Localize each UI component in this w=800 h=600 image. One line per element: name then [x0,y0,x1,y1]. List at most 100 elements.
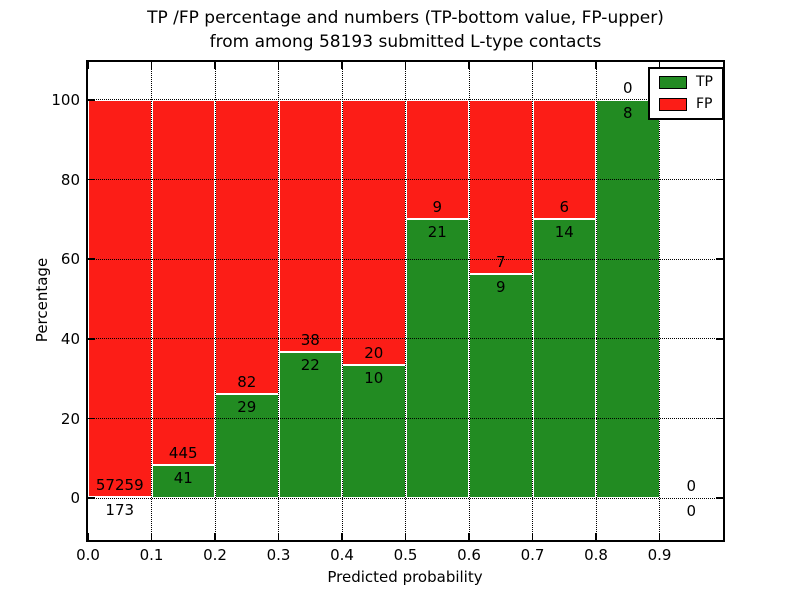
chart-title-line2: from among 58193 submitted L-type contac… [209,32,602,52]
bar-segment-tp [532,219,596,499]
y-axis-tick [88,497,95,499]
x-tick-label: 0.8 [584,546,608,564]
horizontal-gridline [88,418,723,419]
tp-count-label: 173 [105,500,135,519]
vertical-gridline [468,62,470,540]
x-axis-tick [658,533,661,540]
y-axis-tick [88,417,95,420]
fp-count-label: 9 [432,198,443,217]
x-axis-label: Predicted probability [327,568,483,586]
tp-count-label: 14 [554,223,574,242]
bar-segment-fp [88,99,152,497]
vertical-gridline [278,62,279,540]
horizontal-gridline [88,497,723,499]
y-axis-tick [88,99,95,101]
vertical-gridline [532,62,533,540]
x-tick-label: 0.9 [647,546,672,564]
tp-count-label: 29 [237,398,257,417]
legend-item-fp: FP [659,97,713,112]
x-tick-label: 0.3 [266,546,291,564]
x-tick-label: 0.4 [330,546,354,564]
bar-segment-fp [532,99,596,220]
fp-count-label: 0 [622,78,633,97]
y-tick-label: 20 [60,409,80,428]
x-axis-tick [468,533,470,540]
tp-count-label: 21 [427,223,447,242]
y-axis-tick [88,258,95,260]
plot-area: 57259 173 445 41 82 29 38 22 20 10 9 21 7 9 6 14 0 8 0 0 [86,60,725,542]
legend-label-fp: FP [696,96,713,112]
x-axis-tick-top [404,62,407,69]
bar-segment-tp [405,219,469,499]
x-axis-tick-top [595,62,597,69]
y-axis-tick-right [716,417,723,420]
bar-segment-tp [596,99,660,499]
fp-count-label: 6 [559,198,570,217]
y-axis-tick-right [716,338,723,340]
vertical-gridline [151,62,152,540]
x-axis-tick-top [214,62,216,69]
tp-count-label: 41 [173,468,193,487]
y-tick-label: 60 [60,250,80,269]
horizontal-gridline [88,179,723,180]
x-axis-tick [88,533,89,540]
x-axis-tick [214,533,216,540]
fp-count-label: 20 [364,344,384,363]
horizontal-gridline [88,99,723,101]
y-tick-label: 100 [51,90,80,109]
legend-item-tp: TP [659,75,713,90]
x-tick-label: 0.5 [393,546,418,564]
vertical-gridline [214,62,216,540]
fp-count-label: 445 [168,443,198,462]
x-axis-tick-top [341,62,343,69]
y-tick-label: 80 [60,170,80,189]
bar-segment-tp [278,352,342,499]
vertical-gridline [595,62,597,540]
x-tick-label: 0.7 [520,546,545,564]
horizontal-gridline [88,338,723,340]
bar-segment-fp [342,99,406,366]
x-axis-tick-top [531,62,534,69]
y-axis-tick-right [716,178,723,181]
fp-count-label: 0 [686,477,697,496]
y-tick-label: 40 [60,329,80,348]
x-tick-label: 0.2 [203,546,227,564]
tp-count-label: 0 [686,502,697,521]
x-tick-label: 0.0 [76,546,100,564]
bar-segment-tp [342,365,406,499]
x-axis-tick-top [150,62,153,69]
x-axis-tick [595,533,597,540]
x-axis-tick [531,533,534,540]
bar-segment-fp [278,99,342,353]
chart-title-line1: TP /FP percentage and numbers (TP-bottom… [147,8,664,28]
x-axis-tick [150,533,153,540]
tp-count-label: 8 [622,103,633,122]
bar-segment-fp [151,99,215,465]
tp-count-label: 22 [300,356,320,375]
fp-count-label: 38 [300,331,320,350]
x-axis-tick [277,533,280,540]
x-axis-tick [341,533,343,540]
vertical-gridline [341,62,343,540]
vertical-gridline [405,62,406,540]
tp-legend-swatch-icon [659,76,687,89]
y-tick-label: 0 [70,489,80,508]
bar-segment-tp [469,274,533,499]
bar-segment-fp [215,99,279,395]
x-axis-tick [404,533,407,540]
tp-count-label: 10 [364,369,384,388]
vertical-gridline [659,62,660,540]
fp-count-label: 7 [495,253,506,272]
legend: TP FP [648,67,724,120]
y-axis-tick [88,178,95,181]
x-tick-label: 0.6 [457,546,481,564]
fp-count-label: 57259 [95,475,144,494]
x-axis-tick-top [468,62,470,69]
tp-count-label: 9 [495,278,506,297]
y-axis-tick [88,338,95,340]
bar-segment-fp [469,99,533,275]
x-tick-label: 0.1 [139,546,164,564]
y-axis-tick-right [716,497,723,499]
y-axis-tick-right [716,258,723,260]
